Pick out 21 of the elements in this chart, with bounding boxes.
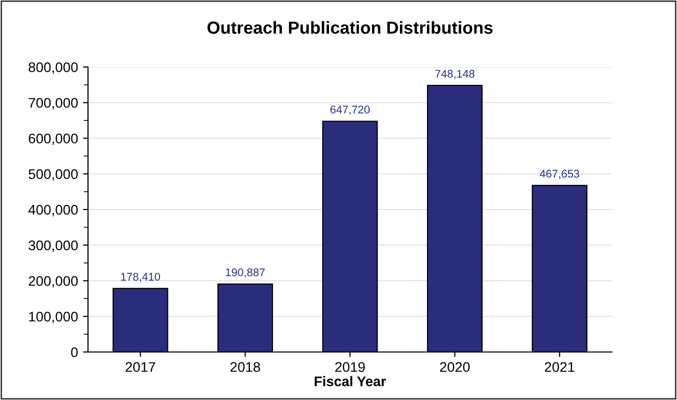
x-tick-label: 2019 (335, 362, 365, 372)
y-tick-label: 700,000 (28, 98, 78, 110)
x-tick-label: 2017 (126, 362, 156, 372)
y-tick-label: 200,000 (28, 276, 78, 288)
chart-title: Outreach Publication Distributions (207, 21, 493, 34)
y-tick-label: 400,000 (28, 204, 78, 216)
y-tick-label: 100,000 (29, 312, 78, 324)
data-label: 748,148 (435, 70, 474, 80)
x-tick-label: 2021 (544, 362, 574, 372)
y-tick-label: 0 (71, 347, 78, 358)
y-tick-label: 500,000 (28, 169, 78, 181)
x-tick-label: 2020 (440, 362, 470, 372)
y-tick-label: 300,000 (28, 240, 78, 252)
y-tick-label: 600,000 (28, 134, 78, 146)
y-tick-label: 800,000 (28, 62, 78, 74)
x-axis-title: Fiscal Year (314, 376, 386, 386)
x-tick-label: 2018 (230, 362, 260, 372)
data-label: 178,410 (121, 272, 160, 282)
data-label: 467,653 (540, 170, 580, 179)
data-label: 647,720 (330, 106, 370, 115)
data-label: 190,887 (226, 268, 265, 278)
